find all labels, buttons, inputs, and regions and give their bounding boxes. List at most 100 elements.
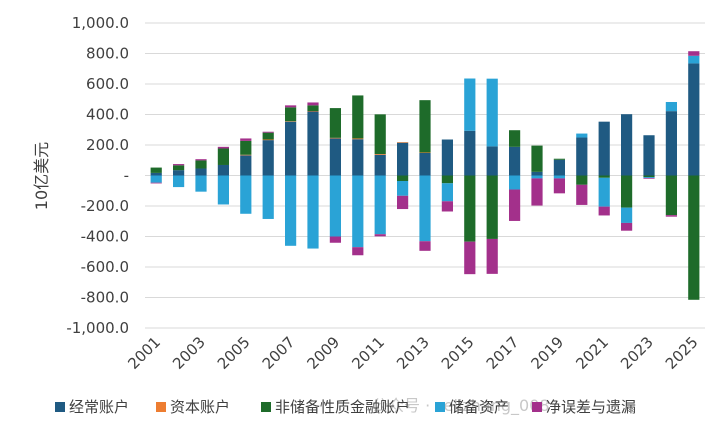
bar-segment bbox=[150, 182, 162, 184]
bar-segment bbox=[419, 241, 431, 251]
bar-segment bbox=[173, 165, 185, 171]
bar-segment bbox=[665, 175, 677, 216]
bar-segment bbox=[464, 175, 476, 242]
bar-segment bbox=[397, 175, 409, 181]
bar-segment bbox=[688, 51, 700, 56]
x-tick-label: 2025 bbox=[662, 333, 702, 373]
bar-segment bbox=[374, 114, 386, 154]
legend-item: 资本账户 bbox=[156, 398, 230, 416]
bar-segment bbox=[352, 247, 364, 256]
bar-segment bbox=[329, 236, 341, 243]
bar-segment bbox=[509, 146, 521, 176]
y-tick-label: 200.0 bbox=[86, 136, 129, 154]
bar-segment bbox=[240, 140, 252, 155]
y-tick-label: 400.0 bbox=[86, 106, 129, 124]
legend-item: 储备资产 bbox=[435, 398, 509, 416]
bar-segment bbox=[486, 175, 498, 239]
bar-segment bbox=[307, 175, 319, 249]
legend-swatch bbox=[55, 402, 65, 412]
bar-segment bbox=[150, 175, 162, 183]
legend: 经常账户 资本账户 非储备性质金融账户 储备资产 净误差与遗漏 bbox=[55, 398, 636, 416]
x-tick-label: 2009 bbox=[303, 333, 343, 373]
bar-segment bbox=[217, 164, 229, 176]
bar-segment bbox=[285, 175, 297, 246]
bar-segment bbox=[240, 175, 252, 214]
bar-segment bbox=[509, 175, 521, 190]
bar-segment bbox=[307, 110, 319, 112]
y-tick-label: -400.0 bbox=[81, 228, 129, 246]
legend-label: 净误差与遗漏 bbox=[546, 398, 636, 416]
bar-segment bbox=[150, 167, 162, 173]
y-tick-label: -800.0 bbox=[81, 289, 129, 307]
bar-segment bbox=[553, 159, 565, 176]
bar-segment bbox=[217, 175, 229, 205]
legend-swatch bbox=[261, 402, 271, 412]
bar-segment bbox=[621, 114, 633, 176]
bar-segment bbox=[240, 138, 252, 141]
bar-segment bbox=[285, 107, 297, 122]
y-axis-label: 10亿美元 bbox=[32, 142, 51, 210]
bar-segment bbox=[150, 172, 162, 176]
bar-segment bbox=[217, 148, 229, 165]
bar-segment bbox=[173, 175, 185, 188]
x-tick-label: 2013 bbox=[393, 333, 433, 373]
bar-segment bbox=[576, 184, 588, 205]
bar-segment bbox=[397, 195, 409, 210]
bar-segment bbox=[307, 111, 319, 176]
bar-segment bbox=[285, 121, 297, 122]
bar-segment bbox=[441, 175, 453, 184]
bar-segment bbox=[464, 130, 476, 176]
bar-segment bbox=[217, 146, 229, 149]
bar-segment bbox=[553, 178, 565, 194]
bar-segment bbox=[688, 55, 700, 64]
bar-segment bbox=[509, 189, 521, 221]
bar-segment bbox=[195, 168, 207, 176]
bar-segment bbox=[665, 111, 677, 176]
legend-swatch bbox=[156, 402, 166, 412]
bar-segment bbox=[643, 177, 655, 179]
bar-segment bbox=[195, 160, 207, 169]
bar-segment bbox=[531, 178, 543, 206]
bar-segment bbox=[621, 222, 633, 231]
bar-segment bbox=[643, 135, 655, 176]
bar-segment bbox=[598, 175, 610, 178]
y-axis-ticks: 1,000.0 800.0 600.0 400.0 200.0 - -200.0 -400.0… bbox=[66, 14, 129, 337]
bar-segment bbox=[576, 137, 588, 176]
bar-segment bbox=[262, 132, 274, 140]
y-tick-label: 600.0 bbox=[86, 75, 129, 93]
x-tick-label: 2001 bbox=[124, 333, 164, 373]
x-tick-label: 2005 bbox=[214, 333, 254, 373]
legend-swatch bbox=[435, 402, 445, 412]
legend-label: 储备资产 bbox=[449, 398, 509, 416]
bar-segment bbox=[598, 177, 610, 207]
y-tick-label: 1,000.0 bbox=[72, 14, 129, 32]
y-tick-label: -1,000.0 bbox=[66, 319, 129, 337]
y-tick-label: 800.0 bbox=[86, 45, 129, 63]
bar-segment bbox=[576, 175, 588, 185]
y-tick-label: - bbox=[124, 167, 129, 185]
bar-segment bbox=[352, 95, 364, 139]
legend-label: 资本账户 bbox=[170, 398, 230, 416]
bar-segment bbox=[531, 145, 543, 172]
bar-segment bbox=[665, 101, 677, 112]
x-tick-label: 2021 bbox=[572, 333, 612, 373]
x-tick-label: 2023 bbox=[617, 333, 657, 373]
bar-segment bbox=[441, 183, 453, 202]
bar-segment bbox=[464, 78, 476, 131]
bar-segment bbox=[576, 133, 588, 138]
bar-segment bbox=[374, 154, 386, 176]
bars bbox=[150, 51, 700, 300]
bar-segment bbox=[441, 201, 453, 212]
bar-segment bbox=[262, 140, 274, 176]
bar-segment bbox=[374, 234, 386, 237]
bar-segment bbox=[486, 146, 498, 176]
bar-segment bbox=[486, 238, 498, 274]
bar-segment bbox=[621, 207, 633, 223]
bar-segment bbox=[195, 175, 207, 192]
bar-segment bbox=[195, 159, 207, 161]
bar-segment bbox=[397, 142, 409, 176]
bar-segment bbox=[553, 175, 565, 179]
bar-segment bbox=[240, 155, 252, 176]
bar-segment bbox=[329, 138, 341, 176]
